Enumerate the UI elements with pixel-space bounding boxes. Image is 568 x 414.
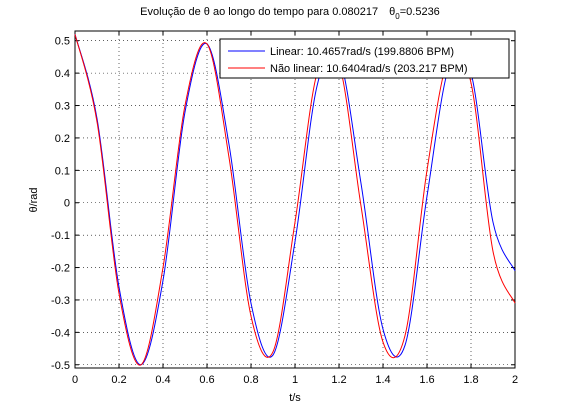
y-tick-label: 0 bbox=[64, 198, 70, 210]
axis-ticks bbox=[74, 31, 516, 368]
y-tick-label: -0.1 bbox=[51, 230, 70, 242]
legend-box bbox=[219, 38, 510, 79]
y-tick-label: 0.5 bbox=[55, 36, 70, 48]
x-tick-label: 0.2 bbox=[111, 374, 126, 386]
x-tick-label: 1.6 bbox=[419, 374, 434, 386]
legend: Linear: 10.4657rad/s (199.8806 BPM) Não … bbox=[219, 38, 510, 79]
x-tick-label: 0 bbox=[72, 374, 78, 386]
y-tick-label: -0.4 bbox=[51, 327, 70, 339]
legend-label-nonlinear: Não linear: 10.6404rad/s (203.217 BPM) bbox=[270, 63, 468, 75]
y-axis-tick-labels: -0.5 -0.4 -0.3 -0.2 -0.1 0 0.1 0.2 0.3 0.4 0.5 bbox=[51, 36, 70, 372]
x-axis-label: t/s bbox=[289, 392, 301, 404]
x-tick-label: 1 bbox=[292, 374, 298, 386]
legend-label-linear: Linear: 10.4657rad/s (199.8806 BPM) bbox=[270, 46, 454, 58]
x-tick-label: 2 bbox=[512, 374, 518, 386]
x-tick-label: 1.2 bbox=[331, 374, 346, 386]
x-tick-label: 0.4 bbox=[155, 374, 170, 386]
x-tick-label: 1.4 bbox=[375, 374, 390, 386]
chart-title: Evolução de θ ao longo do tempo para 0.0… bbox=[140, 6, 440, 21]
series-line-linear bbox=[74, 34, 516, 366]
y-tick-label: -0.2 bbox=[51, 263, 70, 275]
y-tick-label: 0.2 bbox=[55, 133, 70, 145]
y-tick-label: 0.1 bbox=[55, 165, 70, 177]
y-tick-label: 0.3 bbox=[55, 101, 70, 113]
series-lines bbox=[74, 34, 516, 366]
series-line-nonlinear bbox=[74, 34, 516, 366]
x-tick-label: 1.8 bbox=[463, 374, 478, 386]
x-tick-label: 0.6 bbox=[199, 374, 214, 386]
x-tick-label: 0.8 bbox=[243, 374, 258, 386]
y-axis-label: θ/rad bbox=[28, 187, 40, 212]
y-tick-label: 0.4 bbox=[55, 68, 70, 80]
y-tick-label: -0.5 bbox=[51, 360, 70, 372]
grid bbox=[75, 31, 515, 368]
y-tick-label: -0.3 bbox=[51, 295, 70, 307]
x-axis-tick-labels: 0 0.2 0.4 0.6 0.8 1 1.2 1.4 1.6 1.8 2 bbox=[72, 374, 518, 386]
